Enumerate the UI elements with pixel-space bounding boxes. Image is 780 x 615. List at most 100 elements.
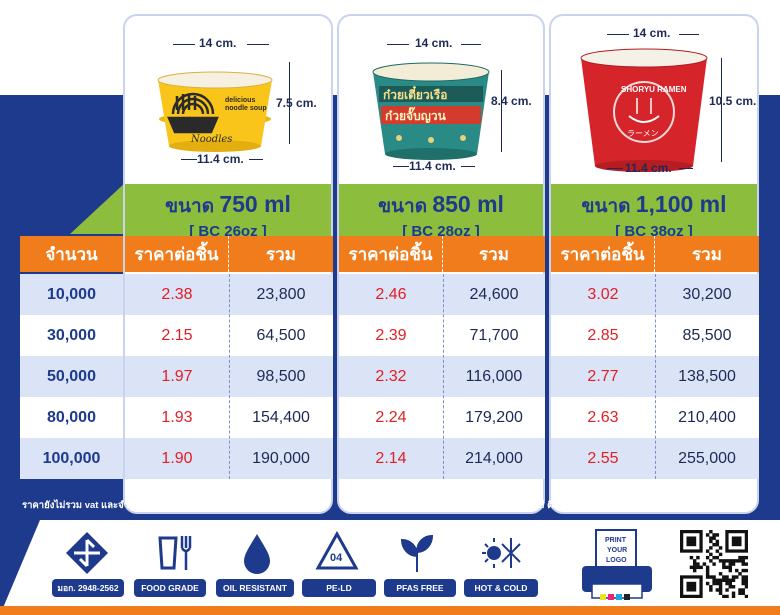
row-total: 116,000 (443, 356, 545, 397)
bottom-orange-stripe (0, 606, 780, 615)
badge-food-grade: FOOD GRADE (134, 579, 206, 597)
row-unit-price: 1.90 (125, 438, 229, 479)
cup-fork-icon (152, 530, 198, 576)
header-price-850: ราคาต่อชิ้น (339, 236, 443, 272)
note-special-price: หมายเหตุ : ราคาพิเศษ หรือจำนวนมากกว่า 4 … (354, 500, 610, 511)
row-unit-price: 2.77 (551, 356, 655, 397)
row-total: 255,000 (655, 438, 759, 479)
size-value: 750 ml (219, 191, 291, 217)
bottom-navy-accent (0, 520, 40, 615)
column-divider (655, 274, 656, 479)
dim-width-top: 14 cm. (633, 26, 671, 40)
row-total: 138,500 (655, 356, 759, 397)
size-label-band: ขนาด 850 ml [ BC 28oz ] (339, 184, 543, 246)
svg-text:noodle soup: noodle soup (225, 105, 267, 112)
svg-text:LOGO: LOGO (606, 557, 627, 564)
cup-850-image: ก๋วยเตี๋ยวเรือ ก๋วยจั๊บญวน (372, 62, 490, 160)
badge-tis: มอก. 2948-2562 (52, 579, 124, 597)
row-quantity: 10,000 (20, 274, 123, 315)
row-unit-price: 2.39 (339, 315, 443, 356)
product-image-area: ก๋วยเตี๋ยวเรือ ก๋วยจั๊บญวน 14 cm. 8.4 cm… (339, 16, 543, 182)
product-image-area: SHORYU RAMEN ラーメン 14 cm. 10.5 cm. 11.4 c… (551, 16, 757, 182)
svg-text:04: 04 (330, 552, 343, 564)
svg-text:SHORYU RAMEN: SHORYU RAMEN (621, 85, 687, 94)
row-unit-price: 2.32 (339, 356, 443, 397)
row-unit-price: 3.02 (551, 274, 655, 315)
row-unit-price: 2.46 (339, 274, 443, 315)
dim-height: 8.4 cm. (491, 94, 532, 108)
product-code: [ BC 26oz ] (189, 223, 267, 240)
note-vat: ราคายังไม่รวม vat และจำกัดไม่เกิน 4 สี ห… (22, 500, 310, 511)
row-unit-price: 2.38 (125, 274, 229, 315)
size-prefix: ขนาด (378, 196, 428, 217)
badge-hot-cold: HOT & COLD (464, 579, 538, 597)
row-quantity: 100,000 (20, 438, 123, 479)
cup-1100-image: SHORYU RAMEN ラーメン (580, 48, 708, 172)
dim-width-bottom: 11.4 cm. (197, 152, 244, 166)
header-total-750: รวม (229, 236, 333, 272)
column-divider (229, 274, 230, 479)
badge-oil-resistant: OIL RESISTANT (216, 579, 294, 597)
print-logo-graphic: PRINT YOUR LOGO (578, 528, 658, 606)
size-label-band: ขนาด 750 ml [ BC 26oz ] (125, 184, 331, 246)
drop-icon (234, 530, 280, 576)
leaf-icon (394, 530, 440, 576)
dim-width-top: 14 cm. (415, 36, 453, 50)
product-image-area: delicious noodle soup Noodles 14 cm. 7.5… (125, 16, 331, 182)
row-total: 71,700 (443, 315, 545, 356)
row-unit-price: 2.14 (339, 438, 443, 479)
row-quantity: 30,000 (20, 315, 123, 356)
recycle-04-icon: 04 (314, 530, 360, 576)
dim-height: 10.5 cm. (709, 94, 757, 108)
row-total: 23,800 (229, 274, 333, 315)
size-prefix: ขนาด (581, 196, 631, 217)
row-quantity: 80,000 (20, 397, 123, 438)
product-code: [ BC 38oz ] (615, 223, 693, 240)
row-total: 210,400 (655, 397, 759, 438)
header-price-750: ราคาต่อชิ้น (125, 236, 229, 272)
size-value: 850 ml (432, 191, 504, 217)
row-unit-price: 1.97 (125, 356, 229, 397)
dim-width-top: 14 cm. (199, 36, 237, 50)
row-total: 30,200 (655, 274, 759, 315)
row-total: 64,500 (229, 315, 333, 356)
product-code: [ BC 28oz ] (402, 223, 480, 240)
column-divider (443, 274, 444, 479)
size-label-band: ขนาด 1,100 ml [ BC 38oz ] (551, 184, 757, 246)
header-total-850: รวม (443, 236, 545, 272)
qr-code[interactable] (680, 530, 749, 599)
dim-height: 7.5 cm. (276, 96, 317, 110)
row-total: 24,600 (443, 274, 545, 315)
row-unit-price: 2.63 (551, 397, 655, 438)
row-unit-price: 1.93 (125, 397, 229, 438)
badge-pfas-free: PFAS FREE (384, 579, 456, 597)
badge-pe-ld: PE-LD (302, 579, 376, 597)
dim-width-bottom: 11.4 cm. (409, 159, 456, 173)
dim-width-bottom: 11.4 cm. (625, 161, 672, 175)
row-total: 98,500 (229, 356, 333, 397)
svg-text:PRINT: PRINT (605, 537, 627, 544)
svg-text:delicious: delicious (225, 97, 255, 104)
row-unit-price: 2.85 (551, 315, 655, 356)
size-prefix: ขนาด (165, 196, 215, 217)
svg-text:ก๋วยจั๊บญวน: ก๋วยจั๊บญวน (385, 106, 447, 123)
row-unit-price: 2.15 (125, 315, 229, 356)
row-total: 154,400 (229, 397, 333, 438)
svg-text:ก๋วยเตี๋ยวเรือ: ก๋วยเตี๋ยวเรือ (383, 85, 447, 102)
row-total: 179,200 (443, 397, 545, 438)
size-value: 1,100 ml (635, 191, 727, 217)
row-total: 85,500 (655, 315, 759, 356)
svg-text:ラーメン: ラーメン (627, 129, 659, 138)
header-total-1100: รวม (655, 236, 759, 272)
cup-750-image: delicious noodle soup Noodles (157, 71, 273, 152)
svg-text:YOUR: YOUR (607, 547, 627, 554)
row-total: 190,000 (229, 438, 333, 479)
row-quantity: 50,000 (20, 356, 123, 397)
header-price-1100: ราคาต่อชิ้น (551, 236, 655, 272)
tis-standard-icon (64, 530, 110, 576)
row-total: 214,000 (443, 438, 545, 479)
svg-text:Noodles: Noodles (190, 134, 232, 145)
row-unit-price: 2.55 (551, 438, 655, 479)
header-quantity: จำนวน (20, 236, 123, 272)
sun-snow-icon (478, 530, 524, 576)
